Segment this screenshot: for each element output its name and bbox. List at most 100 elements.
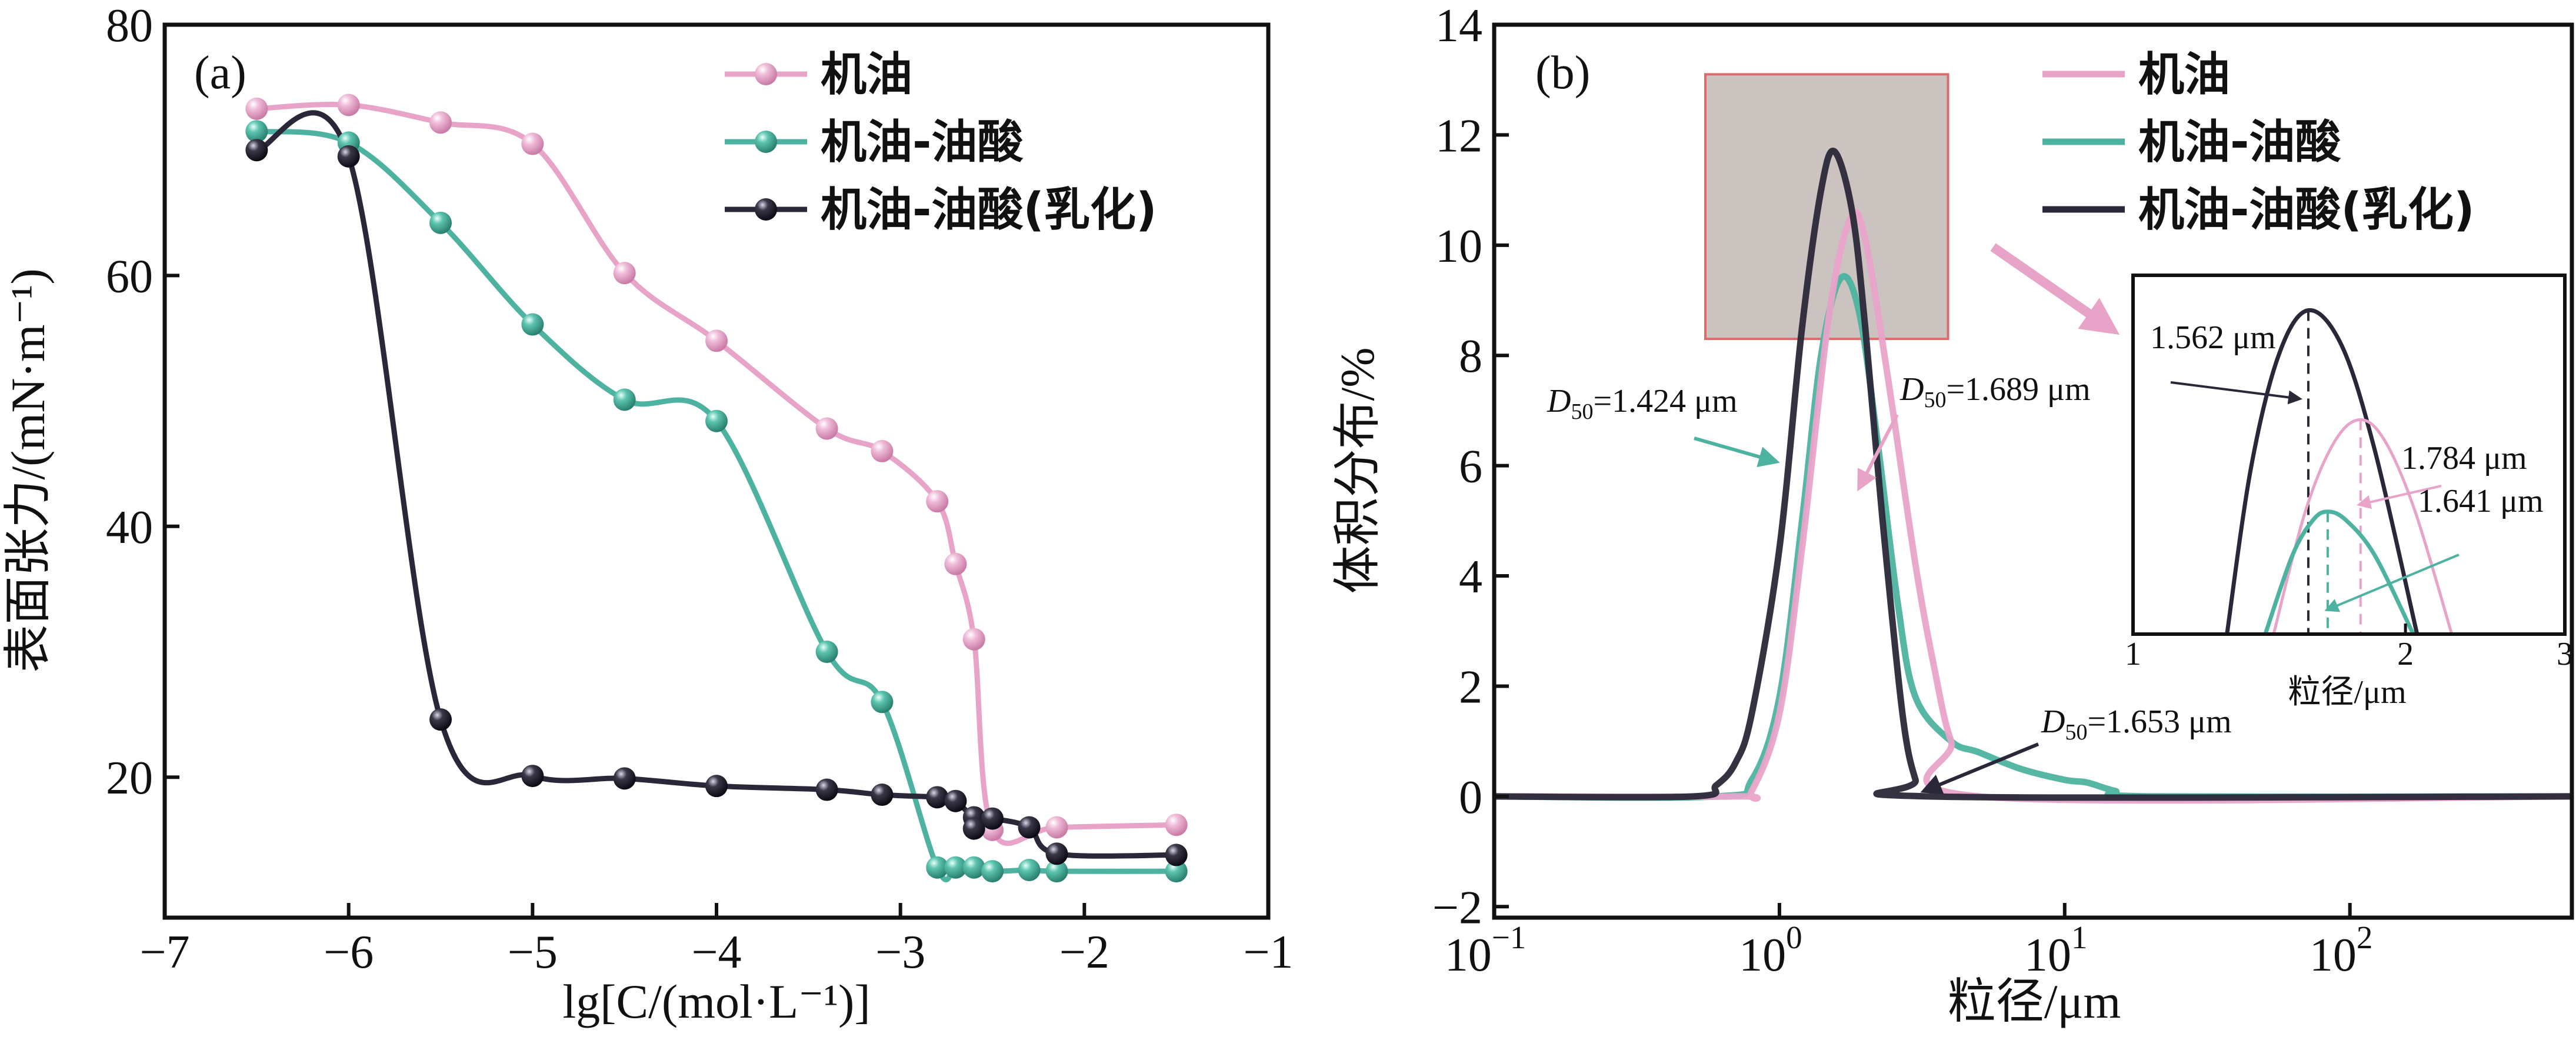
y-tick-label: 0: [1459, 772, 1482, 824]
data-point: [871, 691, 894, 714]
tick-exponent: 2: [2357, 919, 2373, 955]
peak-arrow: [2324, 554, 2460, 612]
panel-b-label: (b): [1535, 47, 1590, 99]
y-tick-label: 4: [1459, 551, 1482, 603]
data-point: [245, 120, 268, 143]
y-tick-label: 10: [1435, 221, 1482, 272]
inset-x-tick-label: 2: [2397, 636, 2414, 672]
tick-exponent: 0: [1786, 919, 1802, 955]
data-point: [815, 778, 838, 801]
y-tick-label: 60: [106, 251, 153, 302]
d50-value: =1.653 μm: [2087, 704, 2231, 740]
y-tick-label: 20: [106, 752, 153, 804]
peak-arrow: [2170, 381, 2302, 405]
data-point: [705, 329, 728, 352]
d50-subscript: 50: [2065, 720, 2087, 745]
legend-label: 机油-油酸: [2138, 116, 2341, 169]
data-point: [871, 439, 894, 462]
legend-label: 机油-油酸(乳化): [2138, 184, 2475, 236]
d50-label: D50=1.653 μm: [2041, 704, 2232, 745]
legend-marker: [755, 198, 777, 221]
d50-value: =1.424 μm: [1593, 383, 1737, 419]
data-point: [521, 313, 544, 336]
data-point: [815, 641, 838, 664]
inset-xlabel: 粒径/μm: [2288, 674, 2406, 711]
d50-value: =1.689 μm: [1946, 371, 2090, 408]
x-tick-label: 102: [2310, 919, 2373, 981]
data-point: [1165, 814, 1188, 836]
panel-b-ylabel: 体积分布/%: [1331, 347, 1384, 594]
y-tick-label: −2: [1432, 882, 1482, 934]
d50-arrow: [1920, 742, 2040, 795]
data-point: [1165, 844, 1188, 866]
legend-label: 机油: [2138, 48, 2230, 101]
data-point: [429, 708, 452, 731]
y-tick-label: 14: [1435, 0, 1482, 52]
tick-base: 10: [2024, 929, 2071, 981]
x-tick-label: −4: [691, 926, 741, 978]
d50-arrow: [1694, 436, 1780, 468]
tick-base: 10: [1739, 929, 1786, 981]
series-line-2: [1494, 147, 2572, 801]
data-point: [1045, 816, 1068, 839]
series-line-1: [1494, 273, 2572, 801]
d50-symbol: D: [1547, 383, 1571, 419]
d50-label: D50=1.424 μm: [1547, 383, 1738, 424]
x-tick-label: 101: [2024, 919, 2088, 981]
zoom-arrow: [1990, 243, 2120, 335]
d50-symbol: D: [2041, 704, 2065, 740]
y-tick-label: 12: [1435, 110, 1482, 162]
data-point: [944, 856, 967, 879]
highlight-box: [1704, 73, 1950, 341]
data-point: [981, 807, 1004, 830]
data-point: [337, 94, 360, 116]
inset-frame: [2131, 274, 2567, 636]
data-point: [429, 211, 452, 234]
data-point: [981, 860, 1004, 883]
x-tick-label: −7: [139, 926, 189, 978]
data-point: [1018, 858, 1041, 881]
legend-label: 机油-油酸: [821, 116, 1024, 169]
inset-series-line: [2225, 308, 2420, 634]
y-tick-label: 2: [1459, 661, 1482, 713]
data-point: [1045, 860, 1068, 883]
panel-a-ylabel: 表面张力/(mN·m⁻¹): [1, 268, 55, 672]
d50-arrow: [1857, 414, 1899, 492]
peak-label: 1.641 μm: [2418, 483, 2544, 519]
peak-arrow: [2357, 485, 2442, 509]
d50-subscript: 50: [1571, 399, 1593, 424]
d50-label: D50=1.689 μm: [1899, 371, 2091, 412]
data-point: [926, 786, 949, 809]
data-point: [871, 784, 894, 806]
y-tick-label: 6: [1459, 441, 1482, 493]
data-point: [245, 139, 268, 162]
inset-x-tick-label: 1: [2125, 636, 2141, 672]
panel-b-frame: [1492, 22, 2574, 920]
legend-label: 机油: [821, 48, 912, 101]
data-point: [962, 817, 985, 840]
x-tick-label: −2: [1059, 926, 1109, 978]
d50-symbol: D: [1899, 371, 1924, 408]
x-tick-label: 10−1: [1445, 919, 1527, 981]
data-point: [521, 132, 544, 155]
panel-b-xlabel: 粒径/μm: [1948, 975, 2121, 1028]
d50-subscript: 50: [1924, 388, 1946, 412]
data-point: [613, 767, 636, 790]
data-point: [815, 417, 838, 440]
data-point: [1045, 842, 1068, 865]
data-point: [962, 856, 985, 879]
data-point: [1165, 860, 1188, 883]
data-point: [944, 789, 967, 812]
inset-series-line: [2263, 509, 2415, 634]
y-tick-label: 8: [1459, 331, 1482, 382]
x-tick-label: −5: [508, 926, 558, 978]
data-point: [613, 262, 636, 285]
tick-exponent: 1: [2071, 919, 2088, 955]
inset-plot: 1.562 μm 1.784 μm 1.641 μm 1 2 3 粒径/μm: [2125, 274, 2573, 711]
tick-exponent: −1: [1492, 919, 1527, 955]
